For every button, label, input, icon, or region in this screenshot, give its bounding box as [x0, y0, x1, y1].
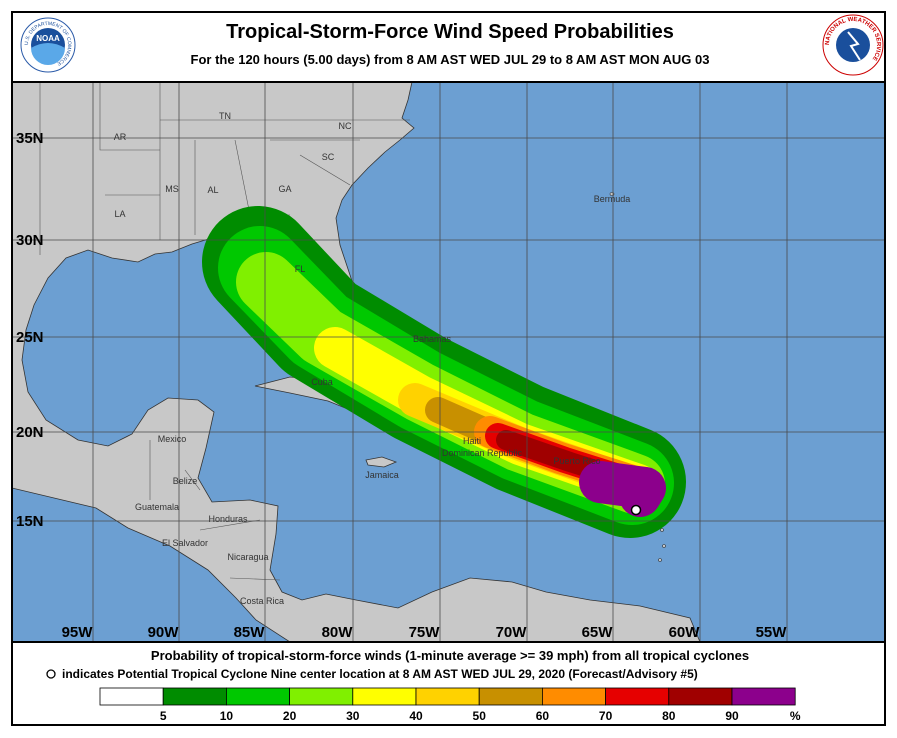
- legend-tick-label: 20: [283, 709, 297, 723]
- place-label: Jamaica: [365, 470, 399, 480]
- jamaica: [365, 456, 398, 468]
- place-label: AL: [207, 185, 218, 195]
- longitude-label: 75W: [409, 624, 441, 641]
- legend-tick-label: 5: [160, 709, 167, 723]
- title: Tropical-Storm-Force Wind Speed Probabil…: [226, 21, 674, 43]
- place-label: MS: [165, 184, 179, 194]
- place-label: El Salvador: [162, 538, 208, 548]
- noaa-logo: U.S. DEPARTMENT OF COMMERCE NOAA: [20, 17, 76, 73]
- land: [12, 82, 701, 642]
- place-label: GA: [278, 184, 291, 194]
- subtitle: For the 120 hours (5.00 days) from 8 AM …: [191, 52, 710, 67]
- legend-tick-label: 30: [346, 709, 360, 723]
- center-location: [630, 504, 642, 516]
- legend-swatch: [99, 687, 164, 706]
- legend-swatch: [605, 687, 670, 706]
- noaa-text: NOAA: [36, 34, 60, 43]
- legend-swatch: [415, 687, 480, 706]
- longitude-label: 80W: [322, 624, 354, 641]
- latitude-label: 20N: [16, 424, 44, 441]
- legend-tick-label: 10: [220, 709, 234, 723]
- place-labels: AR TN NC SC MS AL GA LA FL Bermuda Bahamas Cuba Mexi…: [114, 111, 631, 606]
- longitude-label: 70W: [496, 624, 528, 641]
- center-symbol: [46, 669, 56, 679]
- legend-tick-label: 60: [536, 709, 550, 723]
- place-label: SC: [322, 152, 335, 162]
- place-label: NC: [339, 121, 352, 131]
- probability-swaths: [202, 206, 686, 538]
- latitude-label: 25N: [16, 329, 44, 346]
- map-border: [11, 81, 886, 643]
- place-label: Honduras: [208, 514, 248, 524]
- place-label: Bermuda: [594, 194, 631, 204]
- longitude-label: 90W: [148, 624, 180, 641]
- place-label: TN: [219, 111, 231, 121]
- longitude-label: 65W: [582, 624, 614, 641]
- place-label: Puerto Rico: [553, 456, 600, 466]
- nws-logo: NATIONAL WEATHER SERVICE: [822, 14, 884, 76]
- place-label: Guatemala: [135, 502, 179, 512]
- place-label: AR: [114, 132, 127, 142]
- legend-swatch: [289, 687, 354, 706]
- legend-swatch: [478, 687, 543, 706]
- place-label: Belize: [173, 476, 198, 486]
- longitude-label: 60W: [669, 624, 701, 641]
- graticule: [12, 82, 885, 642]
- place-label: Dominican Republic: [442, 448, 523, 458]
- map-axes: 35N 30N 25N 20N 15N 95W 90W 85W 80W 75W 70W 65W 60W 5…: [16, 130, 787, 641]
- latitude-label: 30N: [16, 232, 44, 249]
- legend-swatch: [542, 687, 607, 706]
- place-label: FL: [295, 264, 306, 274]
- latitude-label: 35N: [16, 130, 44, 147]
- map: AR TN NC SC MS AL GA LA FL Bermuda Bahamas Cuba Mexi…: [12, 82, 885, 642]
- legend-unit: %: [790, 709, 801, 723]
- place-label: Costa Rica: [240, 596, 284, 606]
- place-label: Bahamas: [413, 334, 452, 344]
- legend-swatch: [162, 687, 227, 706]
- legend-swatch: [352, 687, 417, 706]
- legend-swatch: [731, 687, 796, 706]
- legend-tick-label: 80: [662, 709, 676, 723]
- place-label: LA: [114, 209, 125, 219]
- center-note: indicates Potential Tropical Cyclone Nin…: [62, 667, 698, 681]
- place-label: Haiti: [463, 436, 481, 446]
- legend-tick-label: 70: [599, 709, 613, 723]
- longitude-label: 85W: [234, 624, 266, 641]
- latitude-label: 15N: [16, 513, 44, 530]
- legend-tick-label: 40: [409, 709, 423, 723]
- place-label: Cuba: [311, 377, 333, 387]
- place-label: Nicaragua: [227, 552, 268, 562]
- legend: 5 10 20 30 40 50 60 70 80 90%: [99, 687, 801, 723]
- place-label: Mexico: [158, 434, 187, 444]
- longitude-label: 55W: [756, 624, 788, 641]
- legend-tick-label: 90: [725, 709, 739, 723]
- longitude-label: 95W: [62, 624, 94, 641]
- legend-tick-label: 50: [473, 709, 487, 723]
- legend-swatch: [668, 687, 733, 706]
- legend-swatch: [225, 687, 290, 706]
- description: Probability of tropical-storm-force wind…: [151, 648, 749, 663]
